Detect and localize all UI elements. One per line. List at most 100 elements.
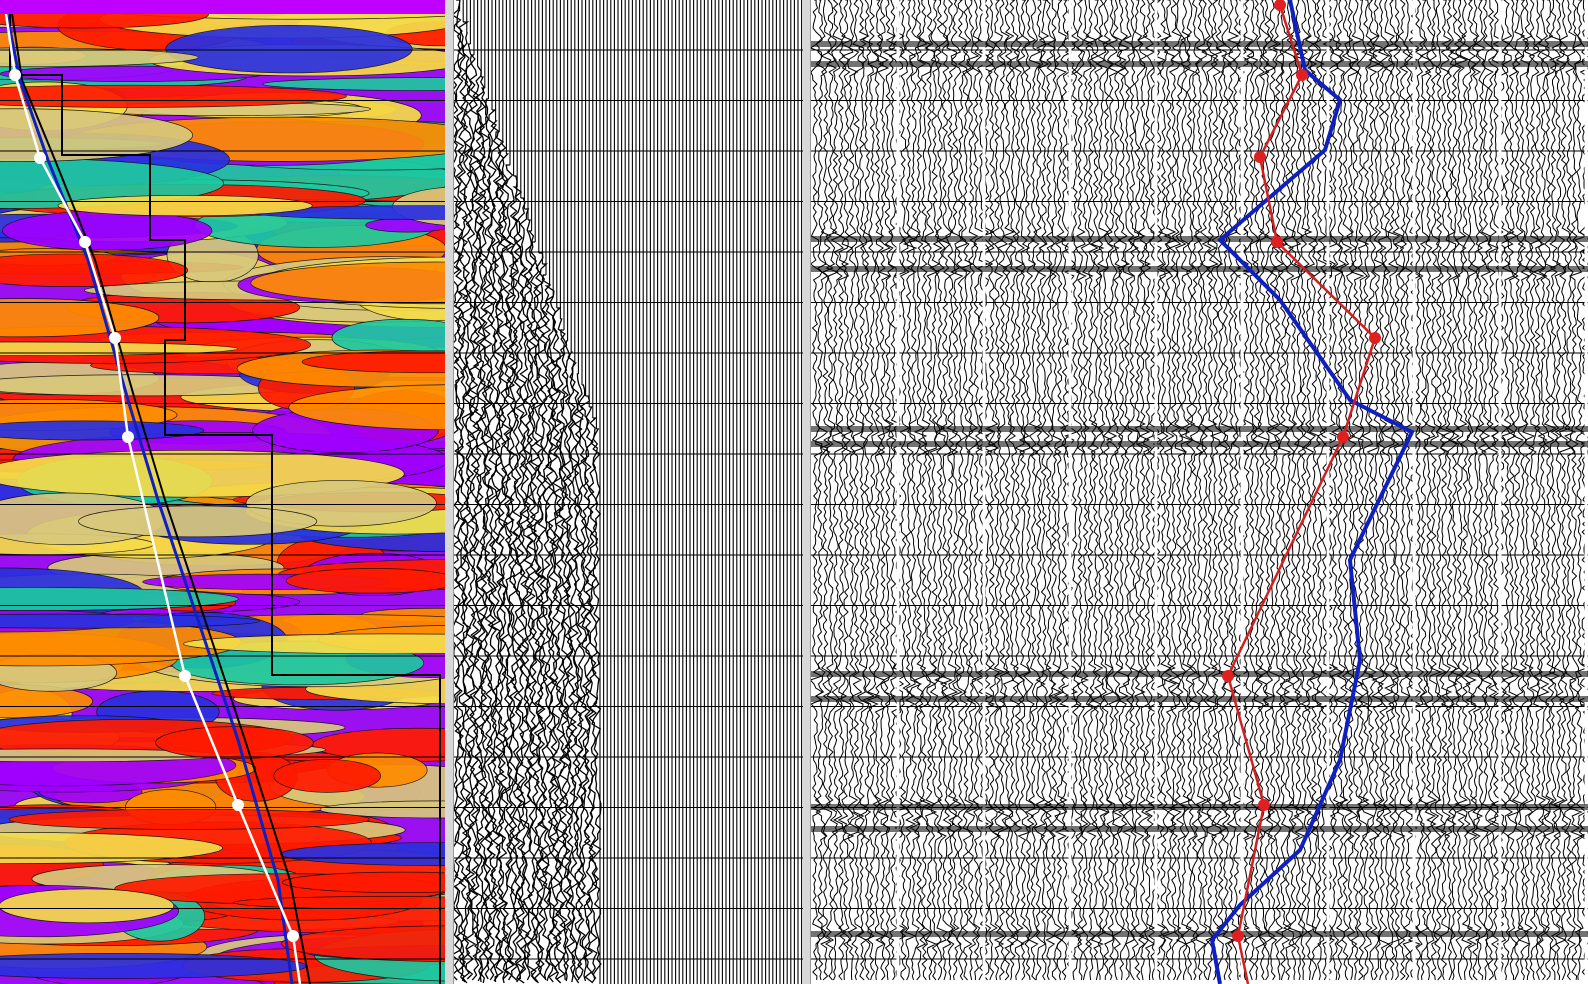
cmp-gather-panel	[453, 0, 803, 984]
semblance-contour	[262, 77, 445, 92]
semblance-contour	[0, 420, 205, 441]
semblance-contour	[0, 341, 239, 356]
stack-trace	[919, 0, 932, 981]
stack-trace	[991, 0, 1006, 981]
trace-wiggle	[472, 65, 483, 982]
trace-wiggle	[490, 120, 502, 982]
strong-event	[810, 931, 1588, 937]
stack-trace	[1542, 0, 1557, 981]
stack-trace	[1178, 0, 1193, 981]
stack-trace	[1350, 0, 1365, 981]
stack-trace	[1465, 0, 1478, 981]
semblance-contour	[288, 384, 445, 431]
semblance-contour	[0, 832, 223, 864]
trace-wiggle	[457, 21, 470, 983]
stack-trace	[1496, 0, 1510, 981]
pick	[1232, 930, 1244, 942]
stack-trace	[944, 0, 959, 981]
stack-trace	[986, 0, 1001, 981]
semblance-contour	[273, 759, 381, 793]
strong-event	[810, 266, 1588, 272]
stack-trace	[1162, 0, 1178, 981]
trace-wiggle	[475, 76, 487, 983]
stack-trace	[902, 0, 918, 981]
stack-trace	[1048, 0, 1063, 981]
stack-trace	[1028, 0, 1042, 981]
stack-trace	[1563, 0, 1577, 981]
pick	[1337, 431, 1349, 443]
pick	[1271, 236, 1283, 248]
stack-trace	[851, 0, 865, 981]
semblance-contour	[0, 298, 160, 338]
stack-trace	[882, 0, 896, 981]
strong-event	[810, 804, 1588, 810]
pick	[1222, 670, 1234, 682]
stack-trace	[1485, 0, 1500, 981]
stack-trace	[1189, 0, 1203, 981]
stack-trace	[830, 0, 845, 981]
guide-curve	[1209, 0, 1415, 984]
top-bar	[0, 0, 445, 14]
stack-trace	[1501, 0, 1515, 981]
stack-trace	[1111, 0, 1125, 981]
strong-event	[810, 426, 1588, 432]
stack-trace	[1480, 0, 1494, 981]
stack-trace	[1454, 0, 1469, 981]
strong-event	[810, 236, 1588, 242]
trace-wiggle	[479, 87, 491, 984]
trace-wiggle	[587, 417, 599, 984]
stack-trace	[1532, 0, 1547, 981]
stack-trace	[1199, 0, 1213, 981]
pick	[1258, 799, 1270, 811]
stack-trace	[1412, 0, 1427, 981]
velocity-pick	[109, 332, 121, 344]
stack-trace	[1475, 0, 1489, 981]
stack-trace	[1194, 0, 1208, 981]
stack-trace	[971, 0, 984, 980]
semblance-contour	[282, 871, 445, 893]
pick-curve	[1226, 4, 1377, 984]
semblance-contour	[0, 613, 261, 629]
trace-wiggle	[583, 406, 595, 983]
stack-trace	[1001, 0, 1016, 981]
stack-trace	[1059, 0, 1073, 981]
stack-trace	[819, 0, 834, 981]
stack-trace	[1537, 0, 1552, 981]
stack-trace	[1459, 0, 1474, 981]
semblance-contour	[281, 925, 445, 962]
stack-panel	[810, 0, 1588, 984]
stack-trace	[1174, 0, 1188, 981]
stack-trace	[1319, 0, 1333, 981]
stack-trace	[1277, 0, 1292, 981]
trace-wiggle	[464, 43, 477, 980]
stack-trace	[1371, 0, 1386, 981]
stack-trace	[899, 0, 912, 981]
stack-trace	[866, 0, 882, 981]
stack-trace	[908, 0, 923, 981]
stack-trace	[1022, 0, 1037, 981]
semblance-contour	[78, 505, 318, 538]
stack-trace	[1511, 0, 1526, 981]
semblance-contour	[165, 24, 413, 74]
semblance-contour	[183, 633, 445, 655]
guide-velocity-curve	[4, 9, 294, 984]
pick	[1296, 69, 1308, 81]
stack-trace	[1157, 0, 1172, 981]
trace-wiggle	[529, 241, 541, 983]
trace-wiggle	[497, 142, 509, 984]
interval-velocity-staircase	[9, 0, 441, 984]
semblance-panel	[0, 0, 445, 984]
trace-wiggle	[591, 428, 602, 980]
strong-event	[810, 441, 1588, 447]
stack-trace	[1204, 0, 1219, 981]
stack-trace	[965, 0, 980, 981]
stack-trace	[840, 0, 855, 981]
trace-wiggle	[573, 373, 584, 980]
stack-trace	[1080, 0, 1094, 981]
stack-trace	[1449, 0, 1463, 981]
stack-trace	[1568, 0, 1583, 981]
semblance-contour	[2, 210, 213, 251]
stack-trace	[877, 0, 891, 981]
